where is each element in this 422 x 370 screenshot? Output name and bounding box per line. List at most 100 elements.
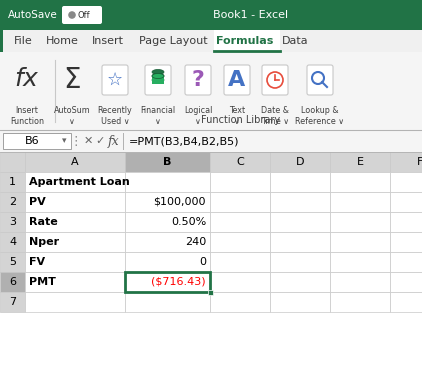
Bar xyxy=(0,152,25,172)
Bar xyxy=(0,172,25,192)
Bar xyxy=(330,252,390,272)
Bar xyxy=(390,212,422,232)
Text: 0.50%: 0.50% xyxy=(171,217,206,227)
Text: 4: 4 xyxy=(9,237,16,247)
Bar xyxy=(25,212,125,232)
FancyBboxPatch shape xyxy=(102,65,128,95)
Bar xyxy=(125,292,210,312)
Text: ✕: ✕ xyxy=(83,136,93,146)
Bar xyxy=(125,192,210,212)
FancyBboxPatch shape xyxy=(262,65,288,95)
Bar xyxy=(125,212,210,232)
Bar xyxy=(330,192,390,212)
Bar xyxy=(25,192,125,212)
Bar xyxy=(270,212,330,232)
Ellipse shape xyxy=(152,74,164,78)
Bar xyxy=(125,152,210,172)
Text: B: B xyxy=(163,157,172,167)
Bar xyxy=(0,30,422,52)
Text: Function Library: Function Library xyxy=(201,115,281,125)
Bar xyxy=(270,172,330,192)
FancyBboxPatch shape xyxy=(307,65,333,95)
Text: 0: 0 xyxy=(199,257,206,267)
Text: ☆: ☆ xyxy=(107,71,123,89)
Text: Text
∨: Text ∨ xyxy=(229,106,245,126)
Text: Rate: Rate xyxy=(29,217,58,227)
Text: ?: ? xyxy=(192,70,204,90)
Bar xyxy=(390,152,422,172)
Bar xyxy=(0,0,422,30)
Bar xyxy=(125,272,210,292)
Bar xyxy=(0,252,25,272)
Text: Financial
∨: Financial ∨ xyxy=(141,106,176,126)
FancyBboxPatch shape xyxy=(185,65,211,95)
Text: Apartment Loan: Apartment Loan xyxy=(29,177,130,187)
Text: PMT: PMT xyxy=(29,277,56,287)
Bar xyxy=(330,232,390,252)
Bar xyxy=(210,152,270,172)
Bar xyxy=(270,292,330,312)
Bar xyxy=(390,232,422,252)
Bar xyxy=(0,232,25,252)
Bar xyxy=(0,30,3,52)
FancyBboxPatch shape xyxy=(145,65,171,95)
Bar xyxy=(330,272,390,292)
Bar xyxy=(214,30,280,52)
Bar xyxy=(0,192,25,212)
Text: ✓: ✓ xyxy=(95,136,105,146)
Bar xyxy=(125,172,210,192)
Bar xyxy=(210,212,270,232)
Text: E: E xyxy=(357,157,363,167)
Ellipse shape xyxy=(152,74,164,78)
Bar xyxy=(210,272,270,292)
Bar xyxy=(270,272,330,292)
Ellipse shape xyxy=(152,77,164,83)
Text: AutoSave: AutoSave xyxy=(8,10,58,20)
Bar xyxy=(210,172,270,192)
Text: 7: 7 xyxy=(9,297,16,307)
Text: Lookup &
Reference ∨: Lookup & Reference ∨ xyxy=(295,106,344,126)
Text: D: D xyxy=(296,157,304,167)
Circle shape xyxy=(68,10,76,20)
Bar xyxy=(125,252,210,272)
Bar xyxy=(25,152,125,172)
Bar xyxy=(330,292,390,312)
Text: 5: 5 xyxy=(9,257,16,267)
Text: 6: 6 xyxy=(9,277,16,287)
Text: Formulas: Formulas xyxy=(216,36,273,46)
Bar xyxy=(0,130,422,152)
Bar xyxy=(390,272,422,292)
Bar xyxy=(270,252,330,272)
Text: C: C xyxy=(236,157,244,167)
Bar xyxy=(3,133,71,149)
Bar xyxy=(330,152,390,172)
Bar xyxy=(390,252,422,272)
Bar xyxy=(390,172,422,192)
Bar xyxy=(270,232,330,252)
Text: File: File xyxy=(14,36,33,46)
Bar xyxy=(25,252,125,272)
Bar xyxy=(25,232,125,252)
Bar xyxy=(210,192,270,212)
Text: Insert: Insert xyxy=(92,36,124,46)
Bar xyxy=(125,232,210,252)
Bar xyxy=(330,212,390,232)
Text: AutoSum
∨: AutoSum ∨ xyxy=(54,106,90,126)
Text: $fx$: $fx$ xyxy=(14,68,40,91)
Text: Off: Off xyxy=(78,10,90,20)
Bar xyxy=(270,152,330,172)
Bar xyxy=(390,192,422,212)
Text: ▾: ▾ xyxy=(62,137,66,145)
Bar xyxy=(125,272,210,292)
FancyBboxPatch shape xyxy=(224,65,250,95)
Bar xyxy=(25,272,125,292)
Bar xyxy=(270,192,330,212)
Text: ⋮: ⋮ xyxy=(70,135,82,148)
Text: $100,000: $100,000 xyxy=(154,197,206,207)
Text: F: F xyxy=(417,157,422,167)
Bar xyxy=(25,172,125,192)
Bar xyxy=(208,289,213,295)
Text: Book1 - Excel: Book1 - Excel xyxy=(214,10,289,20)
Text: A: A xyxy=(228,70,246,90)
Bar xyxy=(0,292,25,312)
